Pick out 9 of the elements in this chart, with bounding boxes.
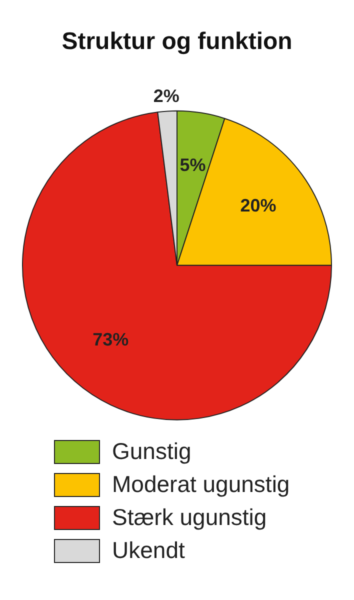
chart-title: Struktur og funktion: [62, 28, 292, 56]
data-label: 5%: [180, 155, 206, 176]
legend-label: Stærk ugunstig: [112, 504, 267, 531]
legend-label: Gunstig: [112, 438, 192, 465]
legend-label: Ukendt: [112, 537, 185, 564]
data-label: 20%: [240, 195, 276, 216]
data-label: 2%: [153, 86, 180, 106]
data-label: 73%: [92, 330, 129, 350]
legend-label: Moderat ugunstig: [112, 471, 290, 498]
